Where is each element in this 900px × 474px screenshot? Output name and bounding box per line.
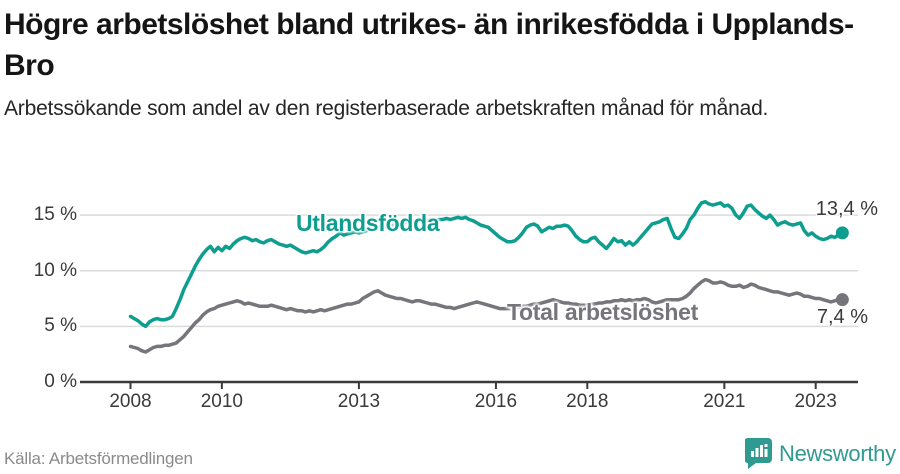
chart-subtitle: Arbetssökande som andel av den registerb…: [4, 96, 769, 120]
series-label-total-arbetsloshet: Total arbetslöshet: [507, 299, 698, 325]
brand-name: Newsworthy: [779, 440, 896, 466]
x-tick-label: 2021: [703, 391, 746, 412]
y-tick-label: 5 %: [44, 315, 77, 337]
end-value-label-utlandsfodda: 13,4 %: [815, 198, 878, 220]
series-line-0: [128, 199, 845, 329]
y-tick-label: 0 %: [44, 371, 77, 392]
x-tick-label: 2008: [109, 391, 152, 412]
y-tick-label: 10 %: [33, 259, 77, 281]
chart-header: Högre arbetslöshet bland utrikes- än inr…: [4, 4, 896, 123]
x-tick-label: 2013: [337, 391, 381, 412]
y-tick-label: 15 %: [33, 204, 77, 226]
bar-chart-speech-bubble-icon: [745, 438, 772, 469]
x-tick-label: 2018: [566, 391, 609, 412]
newsworthy-logo: Newsworthy: [745, 438, 896, 469]
chart-title: Högre arbetslöshet bland utrikes- än inr…: [4, 8, 854, 83]
x-tick-label: 2016: [474, 391, 518, 412]
series-line-1: [128, 277, 845, 354]
x-tick-label: 2023: [794, 391, 837, 412]
source-credit: Källa: Arbetsförmedlingen: [4, 449, 193, 468]
series-end-dot-1: [835, 293, 849, 307]
series-label-utlandsfodda: Utlandsfödda: [296, 210, 440, 236]
end-value-label-total: 7,4 %: [816, 306, 868, 328]
x-tick-label: 2010: [200, 391, 243, 412]
series-end-dot-0: [835, 226, 849, 240]
